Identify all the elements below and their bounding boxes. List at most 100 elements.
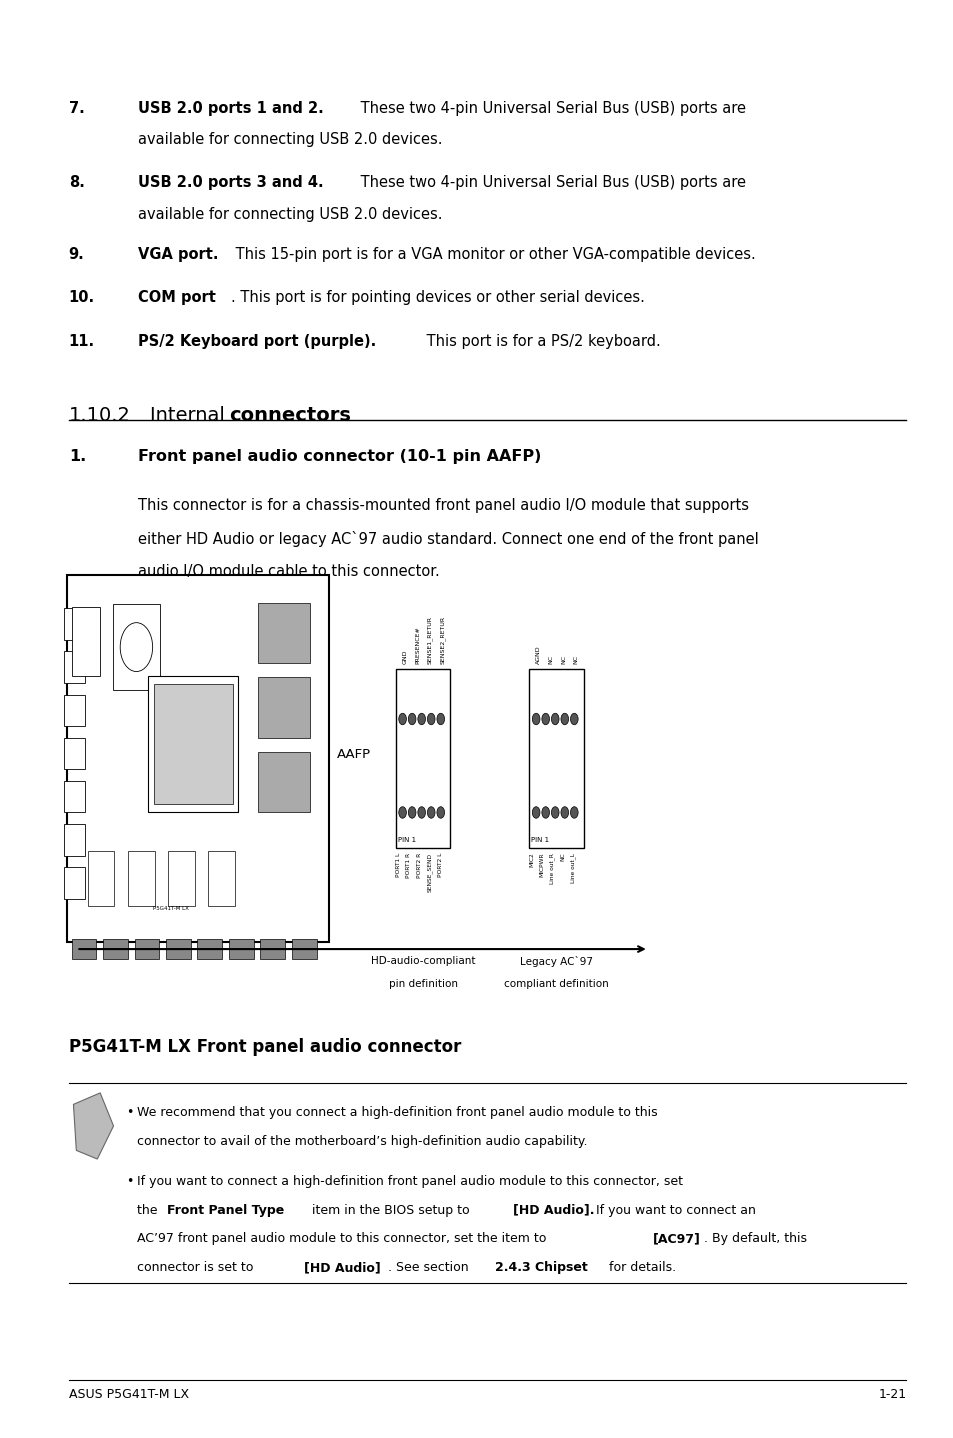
Bar [257, 752, 310, 812]
Bar [166, 939, 191, 959]
Circle shape [551, 807, 558, 818]
Text: This 15-pin port is for a VGA monitor or other VGA-compatible devices.: This 15-pin port is for a VGA monitor or… [231, 247, 755, 262]
Bar [71, 939, 96, 959]
Text: Line out_R: Line out_R [549, 853, 555, 883]
Text: NC: NC [573, 656, 578, 664]
Text: These two 4-pin Universal Serial Bus (USB) ports are: These two 4-pin Universal Serial Bus (US… [355, 101, 745, 115]
Text: audio I/O module cable to this connector.: audio I/O module cable to this connector… [138, 564, 439, 578]
Text: available for connecting USB 2.0 devices.: available for connecting USB 2.0 devices… [138, 132, 442, 147]
Text: compliant definition: compliant definition [504, 979, 608, 989]
Circle shape [551, 713, 558, 725]
Text: PORT1 L: PORT1 L [395, 853, 400, 877]
Text: MIC2: MIC2 [529, 853, 534, 867]
Text: If you want to connect a high-definition front panel audio module to this connec: If you want to connect a high-definition… [137, 1175, 682, 1188]
Text: the: the [137, 1204, 162, 1217]
Text: SENSE1_RETUR: SENSE1_RETUR [427, 617, 433, 664]
Bar [197, 939, 222, 959]
Text: 1.: 1. [69, 449, 86, 463]
Bar [64, 781, 85, 812]
Polygon shape [73, 1093, 113, 1159]
Circle shape [417, 807, 425, 818]
Text: PORT2 L: PORT2 L [437, 853, 442, 877]
Circle shape [427, 807, 435, 818]
Bar [64, 824, 85, 856]
Text: Internal: Internal [150, 406, 231, 424]
Bar [64, 651, 85, 683]
Text: •: • [126, 1175, 133, 1188]
Bar [64, 867, 85, 899]
Circle shape [398, 807, 406, 818]
Circle shape [532, 713, 539, 725]
Text: This connector is for a chassis-mounted front panel audio I/O module that suppor: This connector is for a chassis-mounted … [138, 498, 748, 512]
Text: NC: NC [560, 853, 565, 861]
Text: Front panel audio connector (10-1 pin AAFP): Front panel audio connector (10-1 pin AA… [138, 449, 541, 463]
Text: USB 2.0 ports 3 and 4.: USB 2.0 ports 3 and 4. [138, 175, 324, 190]
Text: HD-audio-compliant: HD-audio-compliant [371, 956, 475, 966]
Text: If you want to connect an: If you want to connect an [592, 1204, 756, 1217]
Text: NC: NC [560, 656, 565, 664]
Text: AGND: AGND [536, 646, 540, 664]
Bar [64, 695, 85, 726]
Bar [148, 676, 238, 812]
Text: PS/2 Keyboard port (purple).: PS/2 Keyboard port (purple). [138, 334, 376, 348]
Text: Line out_L: Line out_L [570, 853, 576, 883]
Circle shape [436, 807, 444, 818]
Text: 1-21: 1-21 [878, 1388, 905, 1401]
Text: PORT1 R: PORT1 R [406, 853, 411, 877]
Text: 10.: 10. [69, 290, 94, 305]
Bar [71, 607, 100, 676]
Text: [HD Audio]: [HD Audio] [304, 1261, 380, 1274]
Text: PRESENCE#: PRESENCE# [415, 627, 419, 664]
Bar [229, 939, 253, 959]
Text: SENSE_SEND: SENSE_SEND [426, 853, 432, 892]
Bar [257, 603, 310, 663]
Text: [HD Audio].: [HD Audio]. [513, 1204, 594, 1217]
Bar [103, 939, 128, 959]
Text: These two 4-pin Universal Serial Bus (USB) ports are: These two 4-pin Universal Serial Bus (US… [355, 175, 745, 190]
Circle shape [541, 713, 549, 725]
Text: . This port is for pointing devices or other serial devices.: . This port is for pointing devices or o… [231, 290, 644, 305]
Text: USB 2.0 ports 1 and 2.: USB 2.0 ports 1 and 2. [138, 101, 324, 115]
Text: We recommend that you connect a high-definition front panel audio module to this: We recommend that you connect a high-def… [137, 1106, 658, 1119]
Bar [88, 851, 114, 906]
Text: Front Panel Type: Front Panel Type [167, 1204, 284, 1217]
Text: . By default, this: . By default, this [703, 1232, 806, 1245]
Circle shape [570, 713, 578, 725]
Bar [64, 608, 85, 640]
Text: GND: GND [402, 650, 407, 664]
Text: 1.10.2: 1.10.2 [69, 406, 131, 424]
Circle shape [408, 807, 416, 818]
Bar [260, 939, 285, 959]
Bar [67, 575, 329, 942]
Circle shape [532, 807, 539, 818]
Text: Legacy AC`97: Legacy AC`97 [519, 956, 593, 968]
Bar [292, 939, 316, 959]
Circle shape [408, 713, 416, 725]
Text: . See section: . See section [388, 1261, 473, 1274]
Text: either HD Audio or legacy AC`97 audio standard. Connect one end of the front pan: either HD Audio or legacy AC`97 audio st… [138, 531, 759, 546]
Bar [168, 851, 194, 906]
Text: item in the BIOS setup to: item in the BIOS setup to [308, 1204, 474, 1217]
Text: COM port: COM port [138, 290, 216, 305]
Bar [64, 738, 85, 769]
Text: P5G41T-M LX Front panel audio connector: P5G41T-M LX Front panel audio connector [69, 1038, 460, 1057]
Circle shape [560, 713, 568, 725]
Text: •: • [126, 1106, 133, 1119]
Circle shape [417, 713, 425, 725]
Text: 11.: 11. [69, 334, 94, 348]
Bar [128, 851, 154, 906]
Text: PIN 1: PIN 1 [397, 837, 416, 843]
Bar [134, 939, 159, 959]
Text: 2.4.3 Chipset: 2.4.3 Chipset [495, 1261, 587, 1274]
Text: PORT2 R: PORT2 R [416, 853, 421, 879]
Circle shape [541, 807, 549, 818]
Circle shape [398, 713, 406, 725]
Text: This port is for a PS/2 keyboard.: This port is for a PS/2 keyboard. [421, 334, 659, 348]
Text: [AC97]: [AC97] [652, 1232, 700, 1245]
Text: AC’97 front panel audio module to this connector, set the item to: AC’97 front panel audio module to this c… [137, 1232, 550, 1245]
Text: PIN 1: PIN 1 [531, 837, 549, 843]
Text: 7.: 7. [69, 101, 85, 115]
Text: for details.: for details. [604, 1261, 676, 1274]
Text: connector to avail of the motherboard’s high-definition audio capability.: connector to avail of the motherboard’s … [137, 1135, 587, 1148]
Text: 9.: 9. [69, 247, 85, 262]
